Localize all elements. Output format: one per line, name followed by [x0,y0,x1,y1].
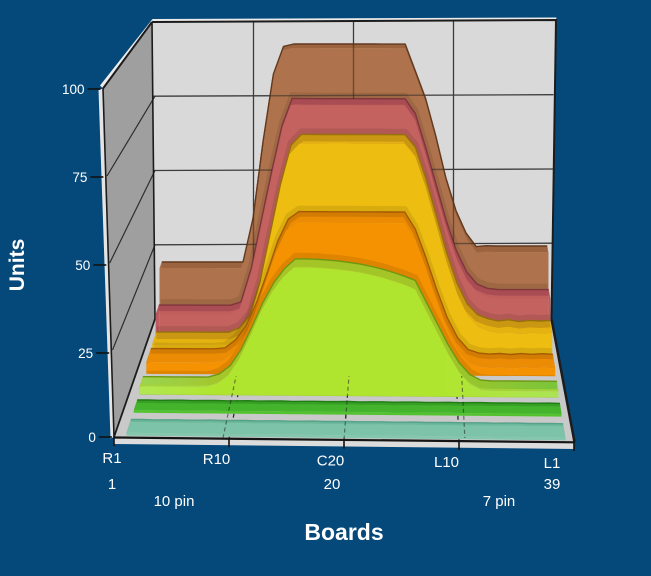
svg-text:39: 39 [544,476,561,493]
svg-text:1: 1 [108,476,116,493]
svg-text:25: 25 [78,346,93,361]
svg-text:R10: R10 [203,451,231,468]
svg-text:R1: R1 [102,450,121,467]
svg-text:100: 100 [62,82,85,97]
svg-text:7 pin: 7 pin [483,493,516,510]
svg-text:50: 50 [75,258,90,273]
svg-text:L1: L1 [544,455,561,472]
svg-text:L10: L10 [434,454,459,471]
svg-text:Boards: Boards [304,519,383,545]
svg-text:C20: C20 [317,453,345,470]
svg-text:75: 75 [72,170,87,185]
svg-text:10 pin: 10 pin [154,493,195,510]
svg-text:Units: Units [6,239,29,292]
svg-text:0: 0 [88,430,96,445]
svg-text:20: 20 [324,476,341,493]
